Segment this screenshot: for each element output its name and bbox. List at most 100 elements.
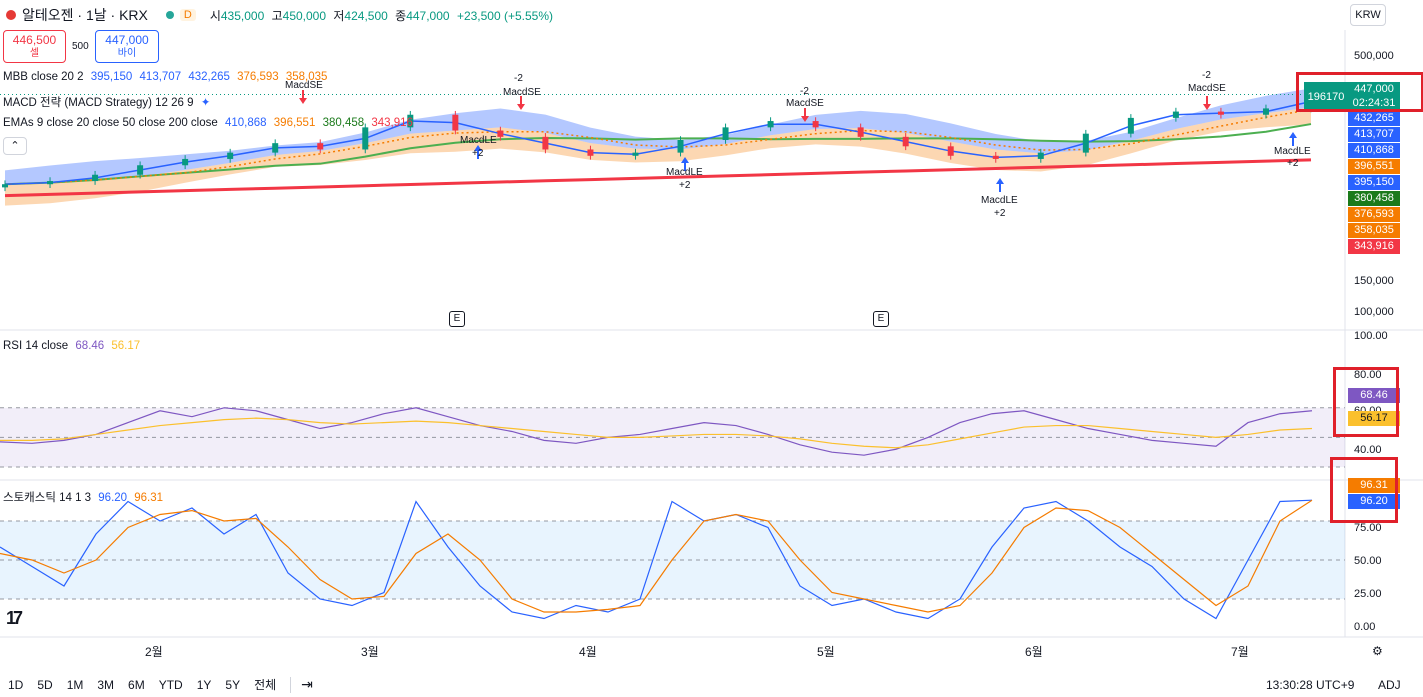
- long-entry-arrow-icon: [1289, 132, 1297, 146]
- ann-macdle-1: MacdLE: [460, 135, 497, 146]
- ohlc-low-label: 저: [333, 8, 345, 23]
- candle-body: [1127, 117, 1134, 134]
- price-tick-100000: 100,000: [1354, 306, 1394, 318]
- ohlc-values: 시435,000 고450,000 저424,500 종447,000 +23,…: [210, 7, 553, 24]
- candle-body: [92, 174, 99, 182]
- short-entry-arrow-icon: [801, 108, 809, 122]
- candle-body: [317, 143, 324, 150]
- settings-gear-icon[interactable]: ⚙: [1372, 644, 1383, 658]
- ohlc-close-label: 종: [395, 8, 407, 23]
- sell-label: 셀: [29, 48, 40, 59]
- axis-label-mbb-orange-2: 358,035: [1348, 223, 1400, 238]
- earnings-marker[interactable]: E: [449, 311, 465, 327]
- rsi-series-line: [0, 417, 1313, 449]
- short-entry-arrow-icon: [1203, 96, 1211, 110]
- candle-body: [452, 114, 459, 131]
- range-1m[interactable]: 1M: [66, 677, 84, 692]
- candle-body: [362, 127, 369, 150]
- sell-button[interactable]: 446,500 셀: [3, 30, 66, 63]
- range-1d[interactable]: 1D: [8, 677, 24, 692]
- highlight-stoch-values: [1330, 457, 1398, 523]
- legend-macd-strategy[interactable]: MACD 전략 (MACD Strategy) 12 26 9 ✦: [3, 94, 214, 110]
- range-5y[interactable]: 5Y: [225, 677, 241, 692]
- ema200-line: [4, 158, 1312, 198]
- ann-minus2-2: -2: [800, 86, 809, 97]
- symbol-title[interactable]: 알테오젠 · 1날 · KRX: [22, 7, 148, 23]
- sparkle-icon: ✦: [200, 97, 211, 109]
- earnings-marker[interactable]: E: [873, 311, 889, 327]
- rsi-tick-40: 40.00: [1354, 444, 1382, 456]
- highlight-rsi-values: [1333, 367, 1399, 437]
- ann-macdle-4: MacdLE: [1274, 146, 1311, 157]
- axis-label-mbb-lower: 395,150: [1348, 175, 1400, 190]
- time-label-jun: 6월: [1025, 645, 1043, 659]
- legend-mbb-name: MBB close 20 2: [3, 71, 84, 83]
- buy-price: 447,000: [105, 33, 149, 47]
- ema9-line: [4, 100, 1312, 185]
- long-entry-arrow-icon: [681, 157, 689, 171]
- countdown-label: 02:24:31: [1348, 96, 1400, 111]
- sell-price: 446,500: [12, 33, 57, 47]
- delay-badge: D: [179, 9, 196, 21]
- candle-body: [407, 114, 414, 128]
- axis-label-ema50: 380,458: [1348, 191, 1400, 206]
- stoch-k-label: 96.20: [1348, 494, 1400, 509]
- tradingview-logo-icon[interactable]: 17: [6, 608, 23, 628]
- currency-selector[interactable]: KRW: [1350, 4, 1386, 26]
- ann-macdle-3: MacdLE: [981, 195, 1018, 206]
- range-5d[interactable]: 5D: [37, 677, 53, 692]
- ohlc-high-value: 450,000: [282, 8, 327, 23]
- legend-mbb[interactable]: MBB close 20 2 395,150 413,707 432,265 3…: [3, 71, 328, 83]
- candle-body: [272, 143, 279, 153]
- ohlc-open-value: 435,000: [220, 8, 265, 23]
- candle-body: [542, 136, 549, 150]
- highlight-last-price: [1296, 72, 1423, 112]
- legend-stoch-name: 스토캐스틱 14 1 3: [3, 492, 92, 504]
- ohlc-low-value: 424,500: [344, 8, 388, 23]
- range-6m[interactable]: 6M: [128, 677, 145, 692]
- legend-rsi[interactable]: RSI 14 close 68.46 56.17: [3, 340, 141, 352]
- clock[interactable]: 13:30:28 UTC+9: [1266, 677, 1355, 692]
- symbol-header: 알테오젠 · 1날 · KRX D 시435,000 고450,000 저424…: [0, 4, 553, 26]
- rsi-ma-label: 56.17: [1348, 411, 1400, 426]
- buy-label: 바이: [117, 48, 137, 59]
- mbb-upper-band: [5, 88, 1311, 185]
- range-ytd[interactable]: YTD: [158, 677, 183, 692]
- ann-macdse-3: MacdSE: [1188, 83, 1226, 94]
- range-3m[interactable]: 3M: [97, 677, 115, 692]
- rsi-value-label: 68.46: [1348, 388, 1400, 403]
- candle-body: [1037, 152, 1044, 159]
- buy-button[interactable]: 447,000 바이: [95, 30, 159, 63]
- adj-toggle[interactable]: ADJ: [1378, 677, 1401, 692]
- axis-label-ema9: 410,868: [1348, 143, 1400, 158]
- rsi-tick-80: 80.00: [1354, 369, 1382, 381]
- order-quantity[interactable]: 500: [72, 41, 89, 52]
- candle-body: [227, 152, 234, 159]
- axis-label-ema200: 343,916: [1348, 239, 1400, 254]
- candle-body: [722, 127, 729, 140]
- date-range-icon[interactable]: ⇥: [301, 676, 313, 692]
- stoch-tick-25: 25.00: [1354, 588, 1382, 600]
- range-all[interactable]: 전체: [254, 678, 277, 692]
- legend-emas[interactable]: EMAs 9 close 20 close 50 close 200 close…: [3, 117, 413, 129]
- price-tick-150000: 150,000: [1354, 275, 1394, 287]
- bottom-toolbar: 1D 5D 1M 3M 6M YTD 1Y 5Y 전체 ⇥ 13:30:28 U…: [0, 672, 1423, 697]
- candle-body: [632, 152, 639, 156]
- collapse-legend-button[interactable]: ⌃: [3, 137, 27, 155]
- price-tick-500000: 500,000: [1354, 50, 1394, 62]
- ann-macdse-2: MacdSE: [786, 98, 824, 109]
- candle-body: [587, 149, 594, 156]
- short-entry-arrow-icon: [299, 90, 307, 104]
- rsi-series-line: [0, 407, 1313, 456]
- candle-body: [1082, 133, 1089, 153]
- stoch-series-line: [0, 499, 1313, 620]
- axis-label-ema20: 396,551: [1348, 159, 1400, 174]
- ann-minus2-1: -2: [514, 73, 523, 84]
- range-1y[interactable]: 1Y: [196, 677, 212, 692]
- time-label-jul: 7월: [1231, 645, 1249, 659]
- stoch-tick-75: 75.00: [1354, 522, 1382, 534]
- legend-stochastic[interactable]: 스토캐스틱 14 1 3 96.20 96.31: [3, 492, 164, 504]
- company-logo-icon: [6, 10, 16, 20]
- ann-plus2-4: +2: [1287, 158, 1299, 169]
